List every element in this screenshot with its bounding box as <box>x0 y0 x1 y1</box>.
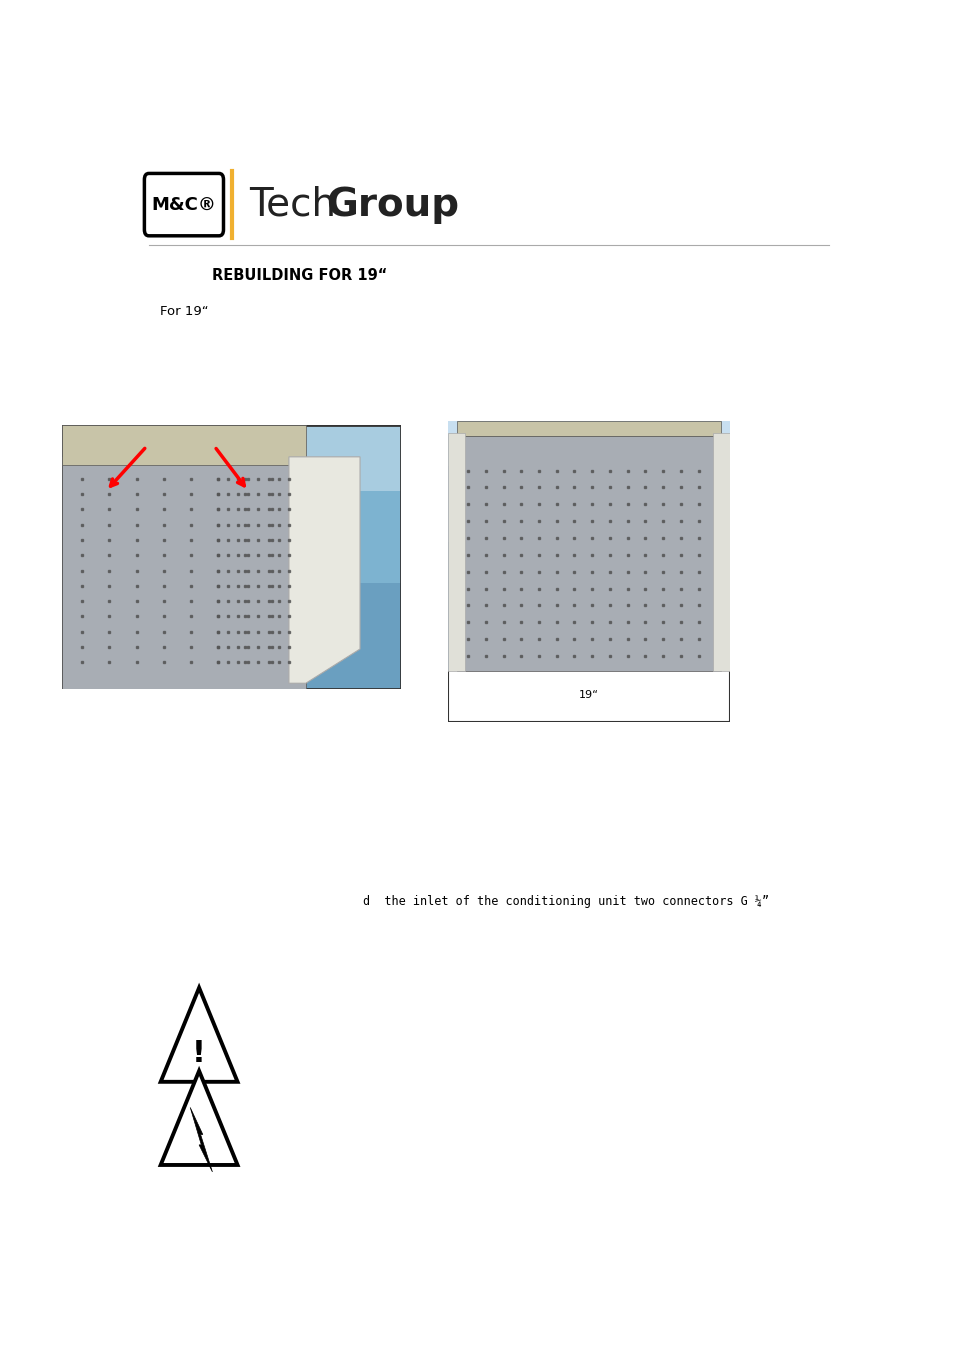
Text: d  the inlet of the conditioning unit two connectors G ¼”: d the inlet of the conditioning unit two… <box>363 895 768 907</box>
Text: M&C®: M&C® <box>152 196 216 213</box>
Circle shape <box>201 563 207 571</box>
Text: Group: Group <box>326 185 459 224</box>
Bar <box>62 425 306 464</box>
Polygon shape <box>160 1071 237 1165</box>
Text: !: ! <box>192 1040 206 1068</box>
Bar <box>456 436 720 671</box>
Bar <box>456 421 720 436</box>
Circle shape <box>201 597 207 605</box>
Circle shape <box>201 620 207 628</box>
Bar <box>448 421 729 541</box>
Polygon shape <box>190 1107 213 1172</box>
Circle shape <box>201 537 207 545</box>
Text: Tech: Tech <box>249 185 335 224</box>
Bar <box>448 421 729 466</box>
Text: 19“: 19“ <box>578 690 598 701</box>
FancyBboxPatch shape <box>144 173 223 236</box>
Bar <box>62 425 400 583</box>
Bar <box>712 433 729 671</box>
Text: REBUILDING FOR 19“: REBUILDING FOR 19“ <box>212 269 387 284</box>
Bar <box>448 421 729 671</box>
Bar <box>62 425 400 491</box>
Polygon shape <box>289 456 359 683</box>
Text: For 19“: For 19“ <box>160 305 209 319</box>
Polygon shape <box>160 988 237 1081</box>
Bar <box>62 456 306 688</box>
Bar <box>448 433 465 671</box>
